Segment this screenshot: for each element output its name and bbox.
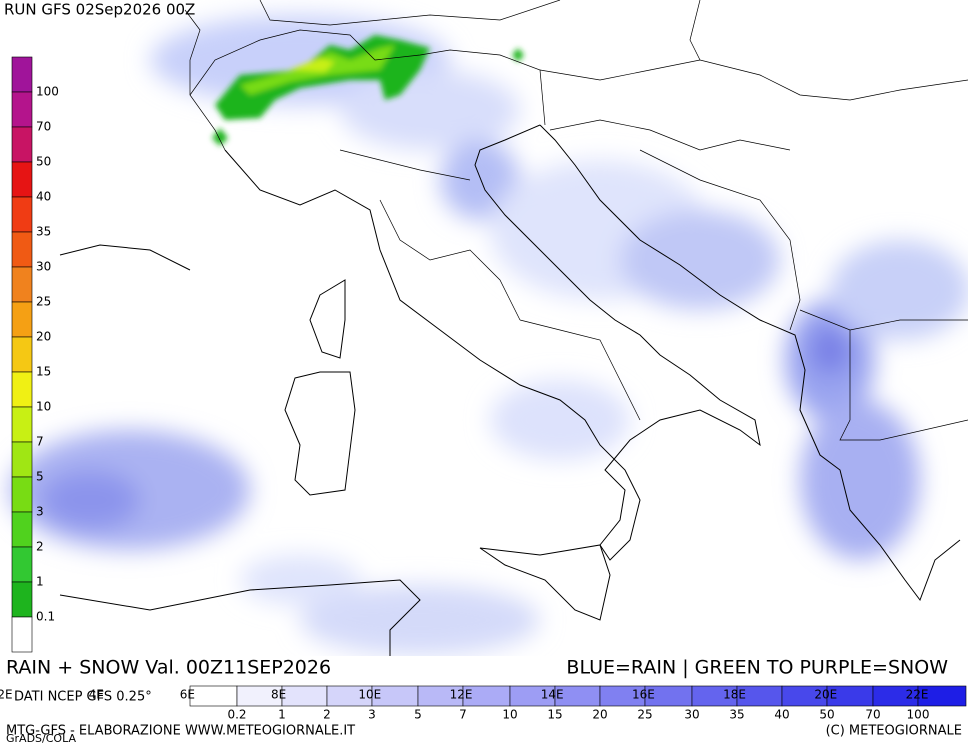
- colorbar-label: 15: [547, 708, 562, 722]
- map-title: RAIN + SNOW Val. 00Z11SEP2026: [6, 657, 331, 679]
- map: [10, 0, 968, 656]
- colorbar-label: 50: [36, 155, 51, 169]
- data-source: DATI NCEP GFS 0.25°: [14, 690, 152, 705]
- colorbar-label: 35: [729, 708, 744, 722]
- colorbar-label: 1: [36, 575, 44, 589]
- colorbar-swatch: [11, 56, 33, 93]
- colorbar-swatch: [11, 406, 33, 443]
- colorbar-swatch: [11, 441, 33, 478]
- balkan-coast: [539, 124, 961, 602]
- colorbar-swatch: [11, 371, 33, 408]
- colorbar-label: 5: [36, 470, 44, 484]
- longitude-label: 2E: [0, 688, 13, 702]
- longitude-label: 16E: [632, 688, 655, 702]
- colorbar-label: 30: [36, 260, 51, 274]
- colorbar-label: 3: [36, 505, 44, 519]
- sicily-coast: [479, 544, 611, 621]
- colorbar-label: 70: [865, 708, 880, 722]
- colorbar-label: 15: [36, 365, 51, 379]
- longitude-label: 20E: [814, 688, 837, 702]
- colorbar-swatch: [11, 161, 33, 198]
- colorbar-swatch: [11, 91, 33, 128]
- colorbar-label: 40: [774, 708, 789, 722]
- longitude-label: 6E: [180, 688, 195, 702]
- colorbar-label: 0.1: [36, 610, 55, 624]
- italy-coast: [224, 124, 761, 561]
- france-coast: [59, 244, 191, 271]
- copyright: (C) METEOGIORNALE: [826, 724, 962, 739]
- colorbar-label: 0.2: [227, 708, 246, 722]
- colorbar-swatch: [11, 266, 33, 303]
- colorbar-label: 30: [684, 708, 699, 722]
- colorbar-swatch: [11, 301, 33, 338]
- colorbar-label: 2: [36, 540, 44, 554]
- rain-colorbar: 0.2 1 2 3 5 7 10 15 20 25 30 35 40 50 70 100: [189, 685, 967, 722]
- colorbar-swatch: [917, 685, 967, 707]
- colorbar-label: 10: [502, 708, 517, 722]
- longitude-label: 12E: [450, 688, 473, 702]
- colorbar-label: 20: [592, 708, 607, 722]
- longitude-label: 10E: [358, 688, 381, 702]
- longitude-label: 14E: [541, 688, 564, 702]
- borders: [184, 0, 968, 441]
- coastlines: [59, 124, 961, 656]
- colorbar-label: 2: [323, 708, 331, 722]
- longitude-label: 22E: [906, 688, 929, 702]
- colorbar-label: 25: [637, 708, 652, 722]
- colorbar-swatch: [11, 231, 33, 268]
- colorbar-swatch: [11, 511, 33, 548]
- colorbar-swatch: [11, 196, 33, 233]
- colorbar-swatch: [11, 616, 33, 653]
- colorbar-label: 7: [459, 708, 467, 722]
- longitude-label: 8E: [271, 688, 286, 702]
- credit: MTG-GFS - ELABORAZIONE WWW.METEOGIORNALE…: [6, 724, 355, 739]
- snow-field: [212, 35, 524, 146]
- sardinia-coast: [284, 371, 356, 496]
- colorbar-label: 100: [907, 708, 930, 722]
- corsica-coast: [309, 279, 346, 359]
- colorbar-label: 5: [414, 708, 422, 722]
- legend-note: BLUE=RAIN | GREEN TO PURPLE=SNOW: [566, 657, 948, 679]
- colorbar-label: 20: [36, 330, 51, 344]
- colorbar-swatch: [281, 685, 328, 707]
- colorbar-label: 100: [36, 85, 59, 99]
- colorbar-label: 7: [36, 435, 44, 449]
- colorbar-label: 50: [819, 708, 834, 722]
- longitude-label: 18E: [723, 688, 746, 702]
- colorbar-swatch: [11, 336, 33, 373]
- longitude-label: 4E: [89, 688, 104, 702]
- colorbar-label: 40: [36, 190, 51, 204]
- colorbar-label: 10: [36, 400, 51, 414]
- colorbar-label: 70: [36, 120, 51, 134]
- colorbar-swatch: [11, 126, 33, 163]
- colorbar-label: 35: [36, 225, 51, 239]
- colorbar-label: 1: [278, 708, 286, 722]
- colorbar-label: 25: [36, 295, 51, 309]
- colorbar-swatch: [11, 476, 33, 513]
- run-label: RUN GFS 02Sep2026 00Z: [4, 1, 195, 19]
- colorbar-label: 3: [368, 708, 376, 722]
- colorbar-swatch: [189, 685, 238, 707]
- snow-colorbar: 100 70 50 40 35 30 25 20 15 10 7 5 3 2 1 0.1: [11, 56, 59, 653]
- grads-credit: GrADS/COLA: [6, 732, 76, 745]
- africa-coast: [59, 579, 421, 656]
- colorbar-swatch: [11, 581, 33, 618]
- colorbar-swatch: [11, 546, 33, 583]
